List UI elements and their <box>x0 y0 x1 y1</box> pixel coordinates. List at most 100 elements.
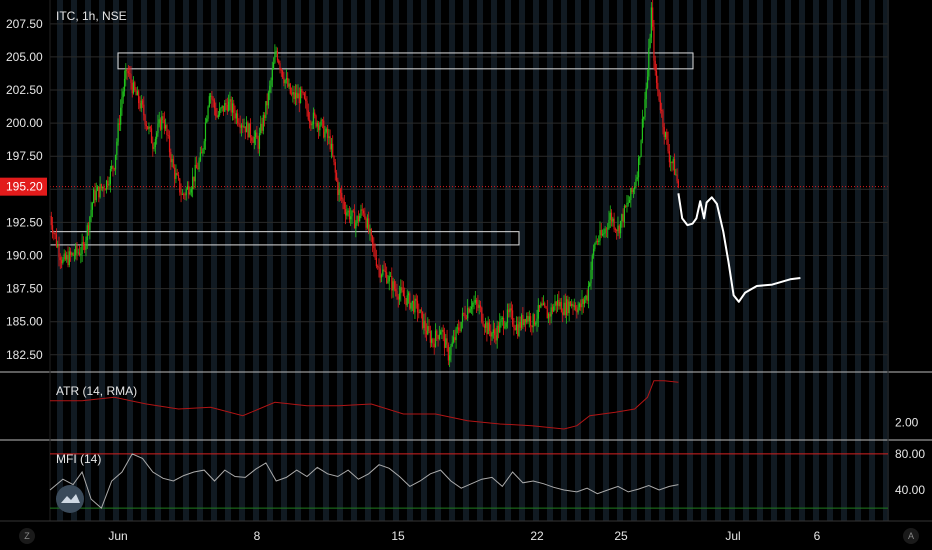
candle-body <box>449 355 451 361</box>
candle-body <box>266 101 268 106</box>
candle-body <box>479 305 482 308</box>
candle-body <box>559 302 561 307</box>
candle-body <box>314 112 316 116</box>
candle-body <box>350 216 352 220</box>
zoom-button[interactable]: Z <box>19 528 35 544</box>
candle-body <box>586 295 588 301</box>
candle-body <box>193 176 195 182</box>
candle-body <box>235 113 237 119</box>
candle-body <box>422 311 424 328</box>
candle-body <box>263 115 266 118</box>
candle-body <box>443 332 446 348</box>
tradingview-logo-icon[interactable] <box>56 485 84 513</box>
candle-body <box>64 253 67 260</box>
candle-body <box>478 305 480 308</box>
candle-body <box>446 338 448 345</box>
candle-body <box>636 177 638 180</box>
candle-body <box>619 221 622 234</box>
time-tick-label: Jun <box>108 529 127 543</box>
candle-body <box>380 274 383 278</box>
candle-body <box>459 330 461 332</box>
candle-body <box>432 338 434 344</box>
candle-body <box>464 313 466 318</box>
candle-body <box>202 149 204 154</box>
auto-scale-button[interactable]: A <box>903 528 919 544</box>
supply-zone <box>117 52 694 70</box>
candle-body <box>112 166 114 169</box>
candle-body <box>621 214 623 222</box>
candle-body <box>126 68 128 72</box>
candle-body <box>407 293 410 296</box>
candle-body <box>311 124 313 126</box>
candle-body <box>526 315 528 323</box>
candle-body <box>528 316 530 322</box>
candle-body <box>571 303 573 306</box>
candle-body <box>72 253 74 256</box>
candle-body <box>198 160 200 170</box>
candle-body <box>553 306 555 312</box>
candle-body <box>677 180 679 188</box>
candle-body <box>400 287 402 294</box>
candle-body <box>398 293 401 300</box>
candle-body <box>389 275 392 277</box>
candle-body <box>135 90 137 96</box>
candle-body <box>643 117 645 119</box>
candle-body <box>260 123 262 134</box>
candle-body <box>537 305 539 319</box>
candle-body <box>491 332 493 337</box>
candle-body <box>256 132 258 139</box>
candle-body <box>59 257 61 261</box>
candle-body <box>616 230 618 232</box>
candle-body <box>145 124 147 127</box>
candle-body <box>469 308 471 313</box>
candle-body <box>271 69 273 81</box>
candle-body <box>618 225 620 234</box>
candle-body <box>237 113 239 123</box>
candle-body <box>601 234 604 236</box>
candle-body <box>406 295 408 306</box>
candle-body <box>299 88 302 104</box>
candle-body <box>371 235 374 244</box>
candle-body <box>418 312 420 314</box>
candle-body <box>315 115 317 127</box>
candle-body <box>224 102 226 112</box>
candle-body <box>564 302 566 315</box>
candle-body <box>240 125 243 128</box>
candle-body <box>185 189 187 196</box>
candle-body <box>529 316 532 326</box>
candle-body <box>667 138 669 152</box>
candle-body <box>427 326 429 335</box>
candle-body <box>265 101 267 118</box>
candle-body <box>455 328 457 341</box>
candle-body <box>138 91 140 104</box>
candle-body <box>630 188 632 201</box>
candle-body <box>503 317 505 329</box>
candle-body <box>251 137 253 141</box>
candle-body <box>460 321 462 331</box>
candle-body <box>415 298 417 301</box>
candle-body <box>623 205 625 222</box>
candle-body <box>148 126 150 130</box>
candle-body <box>76 246 78 253</box>
candle-body <box>393 281 395 290</box>
candle-body <box>610 212 613 222</box>
candle-body <box>641 118 643 141</box>
candle-body <box>310 122 312 126</box>
candle-body <box>320 119 322 126</box>
price-tick-label: 190.00 <box>6 249 43 263</box>
candle-body <box>655 70 658 83</box>
candle-body <box>383 269 385 271</box>
candle-body <box>109 168 111 184</box>
price-tick-label: 205.00 <box>6 50 43 64</box>
candle-body <box>645 87 647 100</box>
mfi-line <box>49 453 679 509</box>
candle-body <box>509 308 511 313</box>
candle-body <box>190 189 192 193</box>
candle-body <box>447 344 449 361</box>
candle-body <box>558 299 560 307</box>
candle-body <box>377 266 379 268</box>
candle-body <box>253 136 255 143</box>
candle-body <box>175 172 177 179</box>
candle-body <box>458 327 460 331</box>
